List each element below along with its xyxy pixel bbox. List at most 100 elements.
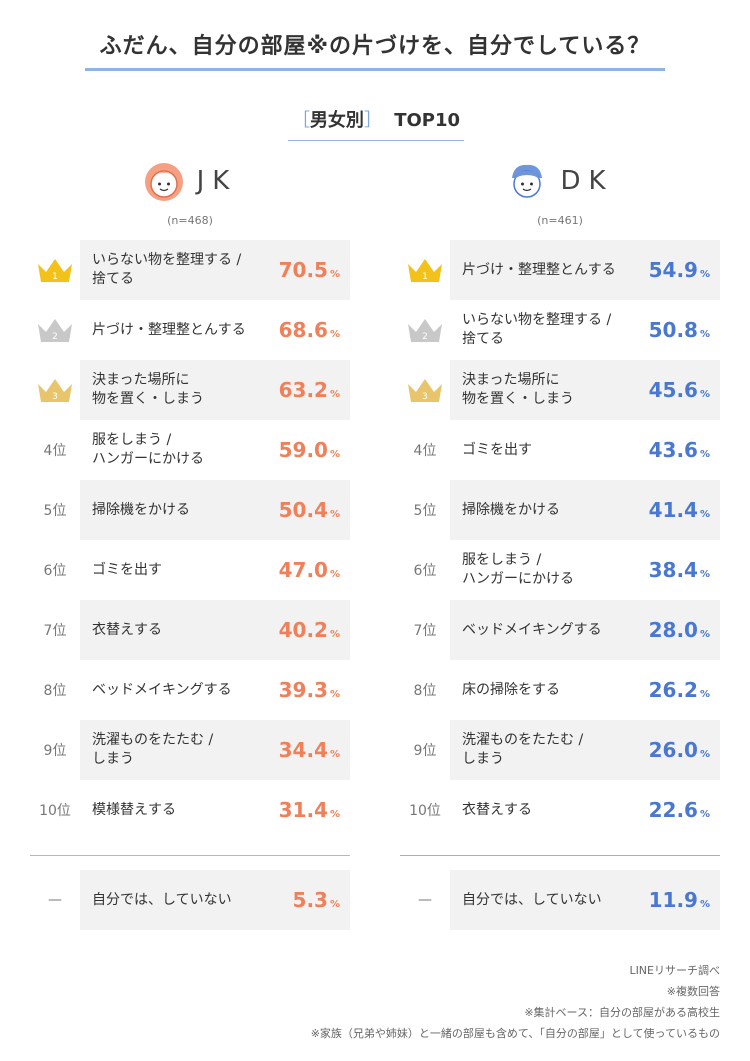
item-label: 洗濯ものをたたむ / しまう — [92, 732, 214, 767]
dk-rank-7: 7位 — [400, 600, 450, 660]
item-label: 片づけ・整理整とんする — [92, 321, 246, 338]
item-percent: 26.2% — [644, 678, 720, 702]
crown-rank-number: 2 — [52, 332, 58, 342]
rank-label: 10位 — [409, 803, 441, 819]
item-label: 掃除機をかける — [462, 501, 560, 518]
dk-rank-9: 9位 — [400, 720, 450, 780]
rank-label: 9位 — [43, 743, 67, 759]
item-percent: 22.6% — [644, 798, 720, 822]
jk-rank-4: 4位 — [30, 420, 80, 480]
percent-value: 45.6 — [648, 378, 698, 402]
subtitle: ［男女別］ TOP10 — [288, 106, 464, 141]
item-label: 自分では、していない — [92, 891, 232, 908]
jk-rank-3: 3 — [30, 360, 80, 420]
item-label: 衣替えする — [92, 621, 162, 638]
percent-unit: % — [699, 449, 710, 460]
percent-value: 41.4 — [648, 498, 698, 522]
girl-avatar-icon — [144, 163, 183, 201]
dk-row: 洗濯ものをたたむ / しまう 26.0% — [450, 720, 720, 780]
percent-value: 22.6 — [648, 798, 698, 822]
crown-rank-number: 1 — [422, 272, 428, 282]
jk-row: 服をしまう / ハンガーにかける 59.0% — [80, 420, 350, 480]
crown-icon: 2 — [408, 319, 442, 342]
percent-unit: % — [329, 569, 340, 580]
boy-avatar-icon — [512, 164, 543, 198]
percent-value: 31.4 — [278, 798, 328, 822]
item-label: 決まった場所に 物を置く・しまう — [92, 372, 204, 407]
percent-unit: % — [699, 809, 710, 820]
percent-unit: % — [329, 629, 340, 640]
rank-label: — — [418, 892, 432, 908]
item-percent: 54.9% — [644, 258, 720, 282]
crown-rank-number: 2 — [422, 332, 428, 342]
dk-row: 服をしまう / ハンガーにかける 38.4% — [450, 540, 720, 600]
dk-heading: DK — [560, 166, 614, 196]
percent-value: 50.8 — [648, 318, 698, 342]
item-percent: 38.4% — [644, 558, 720, 582]
percent-unit: % — [699, 629, 710, 640]
percent-unit: % — [329, 809, 340, 820]
item-percent: 59.0% — [274, 438, 350, 462]
percent-unit: % — [329, 509, 340, 520]
dk-rank-3: 3 — [400, 360, 450, 420]
jk-row: 片づけ・整理整とんする 68.6% — [80, 300, 350, 360]
item-label: 決まった場所に 物を置く・しまう — [462, 372, 574, 407]
dk-rank-1: 1 — [400, 240, 450, 300]
percent-value: 68.6 — [278, 318, 328, 342]
jk-row: 模様替えする 31.4% — [80, 780, 350, 840]
rank-label: 10位 — [39, 803, 71, 819]
jk-rank-9: 9位 — [30, 720, 80, 780]
footnote-source: LINEリサーチ調べ — [629, 964, 720, 977]
jk-row: ゴミを出す 47.0% — [80, 540, 350, 600]
item-percent: 31.4% — [274, 798, 350, 822]
item-label: 片づけ・整理整とんする — [462, 261, 616, 278]
percent-value: 11.9 — [648, 888, 698, 912]
footnote-room: ※家族（兄弟や姉妹）と一緒の部屋も含めて、「自分の部屋」として使っているもの — [310, 1027, 720, 1040]
jk-rank-8: 8位 — [30, 660, 80, 720]
percent-unit: % — [329, 329, 340, 340]
percent-value: 5.3 — [292, 888, 328, 912]
item-label: ベッドメイキングする — [462, 621, 602, 638]
jk-rank-7: 7位 — [30, 600, 80, 660]
subtitle-open-bracket: ［ — [291, 110, 310, 131]
item-percent: 40.2% — [274, 618, 350, 642]
item-label: ゴミを出す — [92, 561, 162, 578]
item-percent: 26.0% — [644, 738, 720, 762]
dk-sample-size: (n=461) — [537, 214, 583, 227]
dk-row: 決まった場所に 物を置く・しまう 45.6% — [450, 360, 720, 420]
jk-row: 洗濯ものをたたむ / しまう 34.4% — [80, 720, 350, 780]
dk-row: ベッドメイキングする 28.0% — [450, 600, 720, 660]
percent-unit: % — [329, 749, 340, 760]
item-label: いらない物を整理する / 捨てる — [92, 252, 242, 287]
percent-unit: % — [329, 389, 340, 400]
crown-rank-number: 3 — [422, 392, 428, 402]
jk-row: 決まった場所に 物を置く・しまう 63.2% — [80, 360, 350, 420]
percent-unit: % — [699, 389, 710, 400]
percent-value: 40.2 — [278, 618, 328, 642]
percent-unit: % — [699, 899, 710, 910]
item-label: 衣替えする — [462, 801, 532, 818]
percent-unit: % — [329, 269, 340, 280]
item-percent: 63.2% — [274, 378, 350, 402]
jk-heading: JK — [196, 166, 238, 196]
percent-unit: % — [699, 569, 710, 580]
percent-unit: % — [329, 899, 340, 910]
percent-value: 63.2 — [278, 378, 328, 402]
jk-rank-2: 2 — [30, 300, 80, 360]
item-percent: 39.3% — [274, 678, 350, 702]
subtitle-text: 男女別 — [309, 110, 364, 131]
item-percent: 34.4% — [274, 738, 350, 762]
item-label: 模様替えする — [92, 801, 176, 818]
rank-label: 8位 — [413, 683, 437, 699]
percent-unit: % — [699, 689, 710, 700]
crown-icon: 2 — [38, 319, 72, 342]
footnote-multiple: ※複数回答 — [666, 985, 720, 998]
item-percent: 50.4% — [274, 498, 350, 522]
percent-value: 43.6 — [648, 438, 698, 462]
item-label: いらない物を整理する / 捨てる — [462, 312, 612, 347]
item-label: 自分では、していない — [462, 891, 602, 908]
rank-label: 5位 — [43, 503, 67, 519]
dk-row: 片づけ・整理整とんする 54.9% — [450, 240, 720, 300]
jk-row: 自分では、していない 5.3% — [80, 870, 350, 930]
jk-separator — [30, 855, 350, 856]
